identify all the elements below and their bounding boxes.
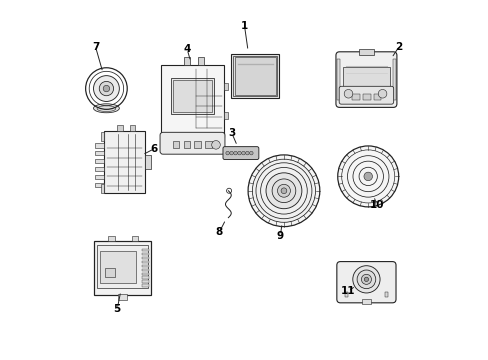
Text: 7: 7 bbox=[92, 42, 99, 52]
Bar bbox=[230, 54, 279, 98]
Circle shape bbox=[271, 179, 295, 203]
Bar bbox=[204, 140, 211, 148]
Bar bbox=[104, 268, 115, 277]
Circle shape bbox=[237, 151, 241, 155]
Bar bbox=[373, 94, 381, 100]
Bar bbox=[95, 175, 103, 179]
Bar bbox=[142, 276, 149, 279]
Circle shape bbox=[363, 172, 372, 181]
Bar bbox=[172, 140, 179, 148]
Bar bbox=[362, 94, 370, 100]
Circle shape bbox=[265, 173, 301, 209]
Bar bbox=[95, 151, 103, 156]
Circle shape bbox=[103, 85, 109, 92]
Text: 9: 9 bbox=[276, 231, 284, 240]
Circle shape bbox=[361, 274, 371, 284]
Bar bbox=[142, 249, 149, 251]
Text: 3: 3 bbox=[228, 129, 235, 138]
Bar bbox=[183, 140, 190, 148]
Bar bbox=[362, 298, 370, 304]
Bar bbox=[118, 294, 126, 300]
Circle shape bbox=[277, 184, 290, 197]
Bar bbox=[142, 261, 149, 263]
FancyBboxPatch shape bbox=[339, 86, 393, 104]
Circle shape bbox=[93, 76, 119, 102]
Circle shape bbox=[352, 266, 379, 293]
Bar bbox=[117, 125, 122, 131]
Bar bbox=[343, 67, 389, 88]
Circle shape bbox=[364, 277, 368, 282]
Text: 11: 11 bbox=[341, 286, 355, 296]
FancyBboxPatch shape bbox=[160, 132, 224, 154]
FancyBboxPatch shape bbox=[223, 147, 258, 159]
Bar bbox=[142, 269, 149, 271]
Circle shape bbox=[229, 151, 233, 155]
Text: 5: 5 bbox=[113, 304, 121, 314]
Bar bbox=[97, 244, 148, 288]
Bar bbox=[95, 143, 103, 148]
Bar bbox=[103, 131, 144, 193]
Bar bbox=[142, 265, 149, 267]
Bar bbox=[224, 83, 228, 90]
Bar bbox=[101, 132, 104, 141]
Bar bbox=[142, 280, 149, 283]
Bar bbox=[142, 257, 149, 259]
Ellipse shape bbox=[93, 104, 119, 113]
Bar bbox=[131, 236, 138, 241]
Circle shape bbox=[211, 140, 220, 149]
Bar bbox=[142, 284, 149, 287]
Circle shape bbox=[241, 151, 244, 155]
Bar bbox=[336, 59, 339, 100]
Bar bbox=[95, 159, 103, 163]
FancyBboxPatch shape bbox=[335, 52, 396, 107]
Circle shape bbox=[344, 89, 352, 98]
Circle shape bbox=[281, 188, 286, 194]
Bar bbox=[95, 167, 103, 171]
Bar bbox=[384, 292, 387, 297]
Bar bbox=[142, 273, 149, 275]
Bar bbox=[108, 236, 115, 241]
Bar bbox=[351, 94, 359, 100]
Bar bbox=[144, 155, 151, 169]
Text: 6: 6 bbox=[150, 144, 158, 154]
Bar bbox=[95, 183, 103, 187]
Bar bbox=[170, 78, 214, 114]
Circle shape bbox=[247, 155, 319, 226]
Bar bbox=[183, 57, 190, 65]
Bar bbox=[359, 49, 373, 55]
Circle shape bbox=[99, 81, 113, 96]
Circle shape bbox=[252, 159, 315, 222]
Circle shape bbox=[337, 146, 398, 207]
Bar bbox=[101, 184, 104, 193]
Bar bbox=[129, 125, 135, 131]
Bar bbox=[161, 65, 224, 137]
Circle shape bbox=[378, 89, 386, 98]
Circle shape bbox=[233, 151, 237, 155]
Circle shape bbox=[249, 151, 253, 155]
Text: 8: 8 bbox=[215, 227, 223, 237]
Bar bbox=[142, 253, 149, 255]
Circle shape bbox=[245, 151, 249, 155]
Bar bbox=[100, 251, 136, 283]
Bar bbox=[392, 59, 395, 100]
Text: 2: 2 bbox=[394, 42, 402, 52]
Bar bbox=[194, 140, 201, 148]
Bar bbox=[172, 80, 212, 112]
Circle shape bbox=[356, 270, 375, 289]
Bar bbox=[94, 241, 151, 295]
Bar bbox=[224, 112, 228, 119]
Circle shape bbox=[225, 151, 229, 155]
Text: 1: 1 bbox=[241, 21, 247, 31]
Bar bbox=[234, 57, 275, 95]
FancyBboxPatch shape bbox=[336, 262, 395, 303]
Bar bbox=[344, 292, 347, 297]
Text: 4: 4 bbox=[183, 44, 190, 54]
Bar bbox=[233, 56, 277, 96]
Text: 10: 10 bbox=[369, 200, 384, 210]
Bar bbox=[198, 57, 204, 65]
